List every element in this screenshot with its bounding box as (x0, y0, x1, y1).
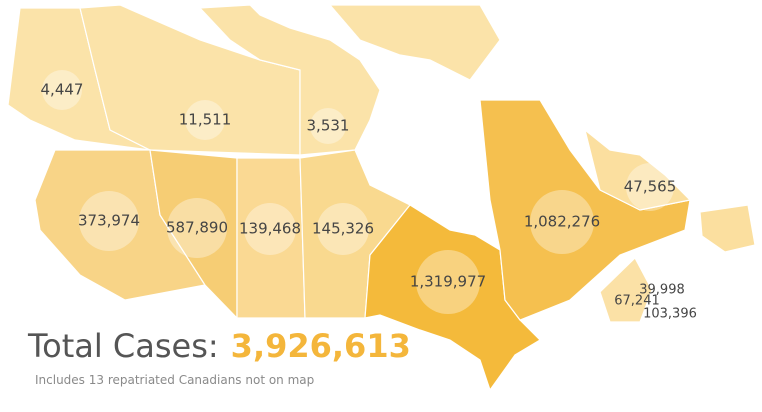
total-label: Total Cases: (27, 327, 219, 365)
region-shape (699, 204, 756, 253)
region-bubble (626, 163, 674, 211)
region-label: 373,974 (78, 212, 140, 230)
region-label: 39,998 (639, 283, 685, 298)
region-bubble (244, 203, 296, 255)
region-label: 139,468 (239, 220, 301, 238)
region-bubble (185, 100, 225, 140)
region-bubble (79, 191, 139, 251)
total-value: 3,926,613 (231, 327, 411, 365)
region-label: 3,531 (307, 117, 350, 135)
region-shape (364, 204, 541, 392)
region-label: 1,082,276 (524, 213, 600, 231)
region-labels: 4,447 11,511 3,531 373,974 587,890 139,468 145… (41, 70, 697, 322)
region-label: 1,319,977 (410, 273, 486, 291)
region-shape (198, 4, 381, 156)
region-shape (479, 99, 691, 321)
region-label: 103,396 (643, 307, 697, 322)
region-shape (583, 128, 692, 211)
region-label: 11,511 (179, 111, 232, 129)
region-bubble (530, 190, 594, 254)
region-bubble (310, 108, 346, 144)
region-shape (328, 4, 501, 81)
region-bubble (167, 198, 227, 258)
region-bubble (317, 203, 369, 255)
region-shape (599, 257, 653, 323)
region-bubble (416, 250, 480, 314)
region-label: 47,565 (624, 178, 677, 196)
provinces (7, 4, 756, 392)
note: Includes 13 repatriated Canadians not on… (35, 373, 314, 387)
region-label: 4,447 (41, 81, 84, 99)
region-shape (149, 149, 238, 320)
region-bubble (42, 70, 82, 110)
region-label: 145,326 (312, 220, 374, 238)
region-label: 587,890 (166, 219, 228, 237)
region-label: 67,241 (614, 294, 660, 309)
